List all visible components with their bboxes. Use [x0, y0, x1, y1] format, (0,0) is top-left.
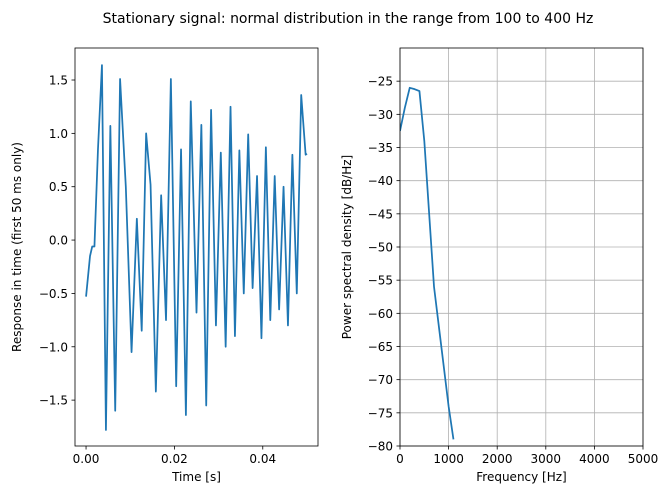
x-axis-label: Frequency [Hz] [476, 470, 567, 484]
x-tick-label: 1000 [433, 452, 464, 466]
y-tick-label: −80 [368, 440, 393, 454]
y-tick-label: 1.5 [49, 74, 68, 88]
y-tick-label: −75 [368, 406, 393, 420]
y-tick-label: −0.5 [39, 287, 68, 301]
y-tick-label: −60 [368, 307, 393, 321]
y-tick-label: −50 [368, 241, 393, 255]
y-tick-label: −45 [368, 207, 393, 221]
y-tick-label: −55 [368, 274, 393, 288]
y-tick-label: 0.0 [49, 234, 68, 248]
y-tick-label: −1.0 [39, 340, 68, 354]
y-tick-label: −30 [368, 108, 393, 122]
y-tick-label: −65 [368, 340, 393, 354]
x-tick-label: 0.04 [249, 452, 276, 466]
x-tick-label: 3000 [531, 452, 562, 466]
right-axes-power-spectral-density: 0 1000 2000 3000 4000 5000 −80 −75 −70 −65 −60 −55 −… [340, 47, 659, 484]
y-tick-label: −1.5 [39, 394, 68, 408]
x-tick-label: 2000 [482, 452, 513, 466]
y-tick-label: −40 [368, 174, 393, 188]
x-tick-label: 0 [396, 452, 404, 466]
left-axes-time-response: 0.00 0.02 0.04 −1.5 −1.0 −0.5 0.0 0.5 1.0 1.5 Time… [10, 47, 319, 484]
y-tick-label: −25 [368, 75, 393, 89]
y-tick-label: −35 [368, 141, 393, 155]
y-tick-label: 0.5 [49, 180, 68, 194]
y-axis-label: Power spectral density [dB/Hz] [340, 155, 354, 339]
figure-title: Stationary signal: normal distribution i… [103, 11, 594, 27]
y-tick-label: 1.0 [49, 127, 68, 141]
series-line-0 [85, 64, 308, 431]
y-axis-label: Response in time (first 50 ms only) [10, 142, 24, 352]
series-line-0 [400, 86, 455, 440]
x-tick-label: 4000 [579, 452, 610, 466]
x-axis-label: Time [s] [171, 470, 221, 484]
axes-frame [74, 47, 319, 447]
x-tick-label: 5000 [628, 452, 659, 466]
x-tick-label: 0.00 [73, 452, 100, 466]
y-tick-label: −70 [368, 373, 393, 387]
x-tick-label: 0.02 [161, 452, 188, 466]
